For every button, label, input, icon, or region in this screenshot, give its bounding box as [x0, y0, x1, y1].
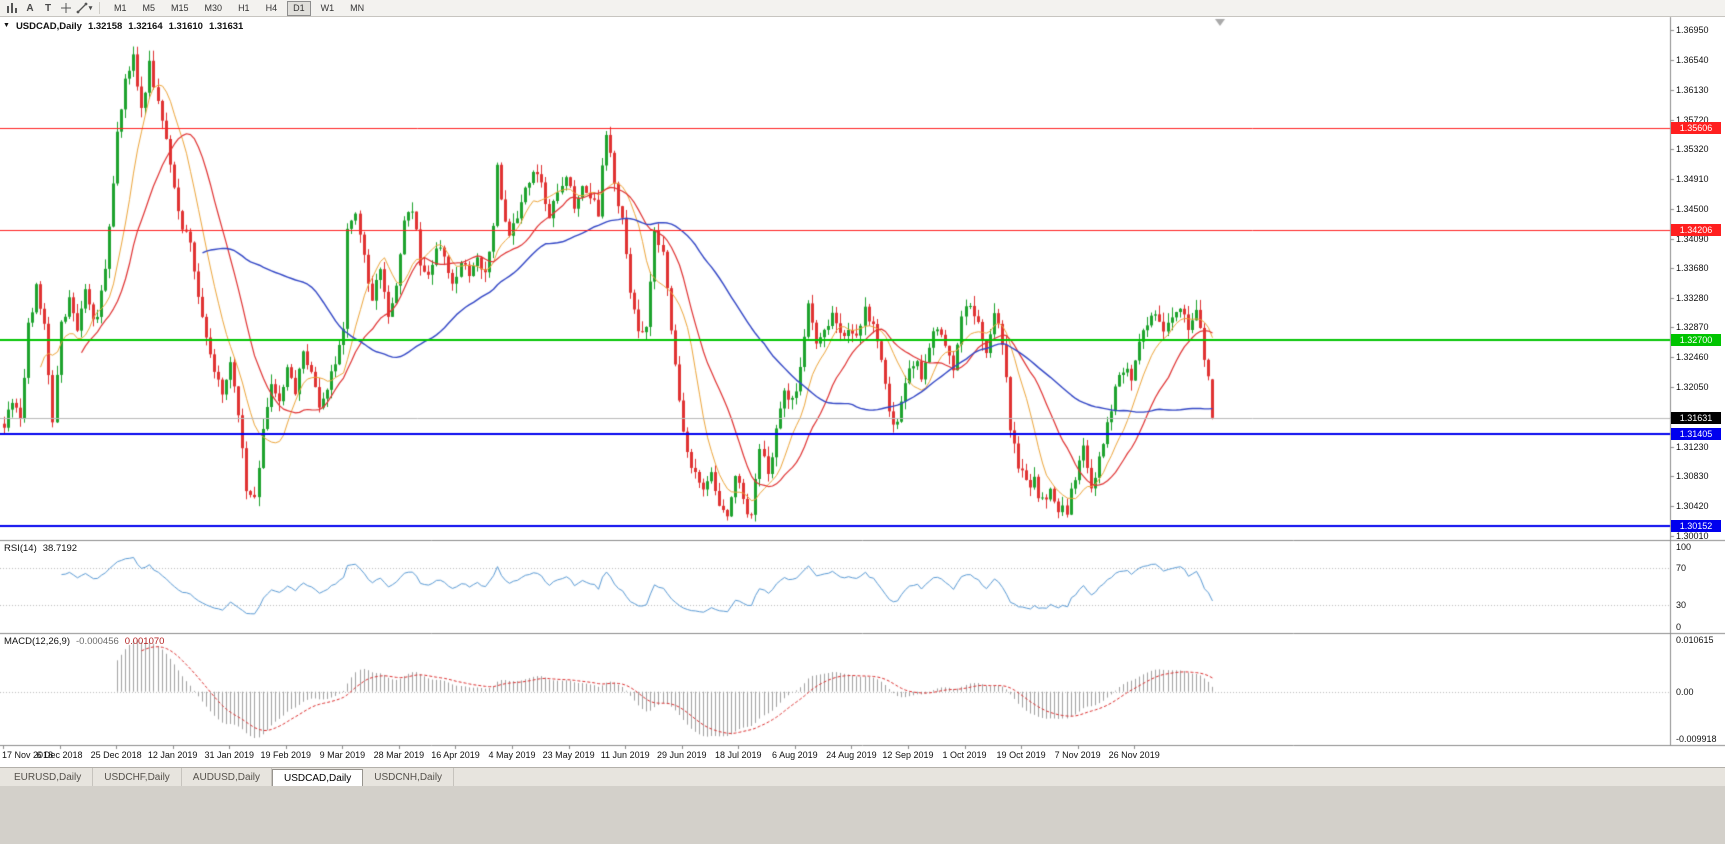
level-price-tag: 1.32700 [1671, 333, 1721, 346]
resistance-price-tag: 1.35606 [1671, 121, 1721, 134]
date-axis-label: 31 Jan 2019 [204, 750, 255, 760]
date-axis-label: 12 Jan 2019 [147, 750, 198, 760]
date-axis-label: 1 Oct 2019 [942, 750, 987, 760]
date-axis-label: 6 Dec 2018 [36, 750, 83, 760]
macd-axis-min-label: -0.009918 [1676, 734, 1717, 744]
chart-tab-usdcnh[interactable]: USDCNH,Daily [363, 768, 455, 786]
crosshair-tool-button[interactable] [57, 1, 75, 16]
symbol-dropdown-icon[interactable]: ▼ [3, 22, 10, 29]
price-axis-label: 1.34090 [1676, 233, 1709, 244]
timeframe-group: M1 M5 M15 M30 H1 H4 D1 W1 MN [106, 0, 372, 16]
date-axis-label: 18 Jul 2019 [714, 750, 762, 760]
price-axis-label: 1.30830 [1676, 471, 1709, 482]
timeframe-h1-button[interactable]: H1 [238, 2, 250, 13]
date-axis-label: 9 Mar 2019 [319, 750, 366, 760]
bottom-panel-area [0, 786, 1725, 844]
date-axis-label: 19 Feb 2019 [260, 750, 312, 760]
toolbar: A T ▾ M1 M5 M15 M30 H1 H4 D1 W1 MN [0, 0, 1725, 17]
ohlc-low: 1.31610 [168, 21, 203, 32]
rsi-value: 38.7192 [42, 543, 78, 554]
ohlc-open: 1.32158 [87, 21, 123, 32]
draw-tool-button[interactable]: ▾ [75, 1, 93, 16]
chart-canvas[interactable] [0, 0, 1725, 767]
resistance-price-tag: 1.34206 [1671, 224, 1721, 237]
price-axis-label: 1.34500 [1676, 203, 1709, 214]
macd-name: MACD(12,26,9) [4, 636, 70, 647]
timeframe-m15-button[interactable]: M15 [171, 2, 189, 13]
price-axis-label: 1.36130 [1676, 84, 1709, 95]
date-axis-label: 23 May 2019 [542, 750, 595, 760]
cursor-tool-button[interactable]: A [26, 2, 34, 14]
date-axis-label: 11 Jun 2019 [600, 750, 650, 760]
toolbar-separator [99, 2, 100, 14]
date-axis-label: 25 Dec 2018 [90, 750, 142, 760]
price-axis-label: 1.34910 [1676, 173, 1709, 184]
date-axis-label: 29 Jun 2019 [656, 750, 707, 760]
chart-tab-audusd[interactable]: AUDUSD,Daily [182, 768, 273, 786]
date-axis-label: 12 Sep 2019 [882, 750, 934, 760]
chart-tab-eurusd[interactable]: EURUSD,Daily [3, 768, 94, 786]
rsi-indicator-label: RSI(14) 38.7192 [4, 543, 77, 554]
rsi-axis-label: 70 [1676, 562, 1687, 573]
ohlc-high: 1.32164 [128, 21, 163, 32]
chevron-down-icon: ▾ [88, 5, 93, 12]
macd-axis-max-label: 0.010615 [1676, 635, 1714, 645]
price-axis-label: 1.36540 [1676, 54, 1709, 65]
timeframe-mn-button[interactable]: MN [350, 2, 365, 13]
rsi-axis-label: 100 [1676, 542, 1692, 552]
macd-main-value: -0.000456 [76, 636, 119, 647]
price-axis-label: 1.35720 [1676, 114, 1709, 125]
text-tool-button[interactable]: T [44, 2, 52, 14]
bar-chart-glyph [6, 3, 17, 13]
macd-indicator-label: MACD(12,26,9) -0.000456 0.001070 [4, 636, 164, 647]
rsi-name: RSI(14) [4, 543, 37, 554]
date-axis-label: 26 Nov 2019 [1108, 750, 1160, 760]
price-axis-label: 1.30010 [1676, 530, 1709, 541]
date-axis-label: 19 Oct 2019 [996, 750, 1046, 760]
price-axis-label: 1.33280 [1676, 292, 1709, 303]
timeframe-d1-button[interactable]: D1 [287, 0, 311, 16]
current-price-tag: 1.31631 [1671, 411, 1721, 424]
crosshair-icon [61, 3, 71, 13]
timeframe-m1-button[interactable]: M1 [114, 2, 127, 13]
macd-axis-zero-label: 0.00 [1676, 686, 1694, 697]
bar-chart-icon[interactable] [3, 1, 21, 16]
price-axis-label: 1.32050 [1676, 382, 1709, 393]
rsi-axis-label: 30 [1676, 600, 1687, 611]
price-axis-label: 1.33680 [1676, 263, 1709, 274]
timeframe-h4-button[interactable]: H4 [265, 2, 278, 13]
chart-tab-bar: EURUSD,Daily USDCHF,Daily AUDUSD,Daily USDC… [0, 767, 1725, 786]
symbol-period-label: USDCAD,Daily [15, 21, 82, 32]
timeframe-w1-button[interactable]: W1 [320, 2, 335, 13]
price-axis-label: 1.30420 [1676, 501, 1709, 512]
chart-tab-usdcad[interactable]: USDCAD,Daily [272, 769, 364, 786]
date-axis-label: 16 Apr 2019 [431, 750, 480, 760]
date-axis-label: 4 May 2019 [488, 750, 536, 760]
trendline-icon [76, 2, 88, 14]
support-price-tag: 1.31405 [1671, 428, 1721, 441]
price-axis-label: 1.35320 [1676, 143, 1709, 154]
timeframe-m30-button[interactable]: M30 [204, 2, 223, 13]
date-axis-label: 28 Mar 2019 [373, 750, 425, 760]
rsi-axis-label: 0 [1676, 622, 1682, 632]
timeframe-m5-button[interactable]: M5 [142, 2, 156, 13]
support-price-tag: 1.30152 [1671, 519, 1721, 532]
date-axis-label: 24 Aug 2019 [826, 750, 877, 760]
price-axis-label: 1.36950 [1676, 24, 1709, 35]
price-axis-label: 1.31230 [1676, 442, 1709, 453]
chart-title: ▼ USDCAD,Daily 1.32158 1.32164 1.31610 1… [3, 21, 243, 32]
chart-tab-usdchf[interactable]: USDCHF,Daily [93, 768, 182, 786]
macd-signal-value: 0.001070 [124, 636, 165, 647]
ohlc-close: 1.31631 [208, 21, 244, 32]
date-axis-label: 17 Nov 2018 [2, 750, 54, 760]
price-axis-label: 1.32460 [1676, 352, 1709, 363]
date-axis-label: 6 Aug 2019 [772, 750, 818, 760]
price-axis-label: 1.32870 [1676, 322, 1709, 333]
date-axis-label: 7 Nov 2019 [1054, 750, 1101, 760]
